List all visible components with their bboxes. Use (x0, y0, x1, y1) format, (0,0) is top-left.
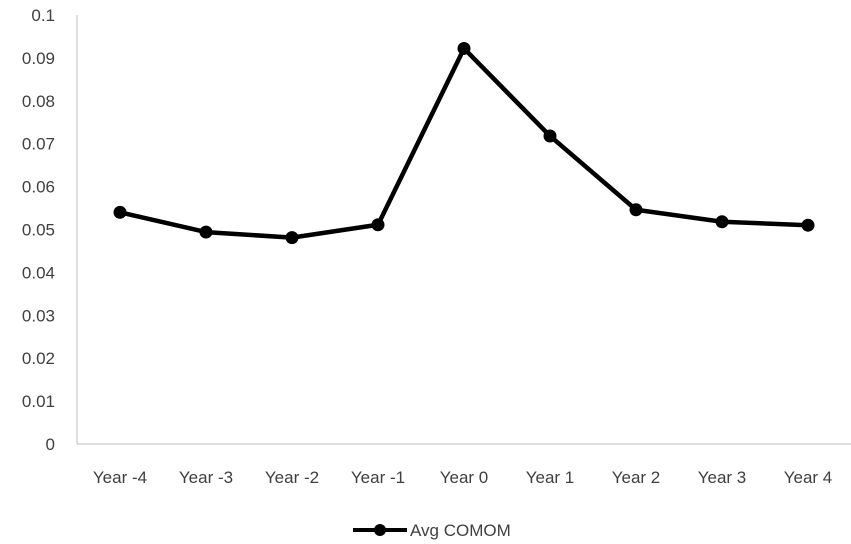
data-point (715, 215, 729, 229)
x-tick-label: Year -2 (265, 468, 319, 487)
data-point (371, 218, 385, 232)
data-point (199, 225, 213, 239)
x-tick-label: Year -1 (351, 468, 405, 487)
x-tick-label: Year 2 (612, 468, 661, 487)
y-tick-label: 0.09 (22, 49, 55, 68)
y-tick-label: 0.08 (22, 92, 55, 111)
y-axis-ticks: 0 0.01 0.02 0.03 0.04 0.05 0.06 0.07 0.08 0.09 0.1 (22, 6, 55, 454)
data-point (801, 218, 815, 232)
data-point (113, 205, 127, 219)
x-tick-label: Year 1 (526, 468, 575, 487)
data-point (543, 129, 557, 143)
y-tick-label: 0.05 (22, 221, 55, 240)
data-point (457, 41, 471, 55)
data-point (285, 231, 299, 245)
legend: Avg COMOM (353, 521, 511, 540)
x-tick-label: Year 4 (784, 468, 833, 487)
x-tick-label: Year 0 (440, 468, 489, 487)
x-tick-label: Year 3 (698, 468, 747, 487)
y-tick-label: 0.03 (22, 306, 55, 325)
y-tick-label: 0.04 (22, 263, 55, 282)
x-tick-label: Year -3 (179, 468, 233, 487)
legend-marker (374, 524, 386, 536)
data-point (629, 203, 643, 217)
y-tick-label: 0.07 (22, 135, 55, 154)
y-tick-label: 0.02 (22, 349, 55, 368)
legend-label: Avg COMOM (410, 521, 511, 540)
series-layer (113, 41, 815, 245)
y-tick-label: 0.01 (22, 392, 55, 411)
y-tick-label: 0 (46, 435, 55, 454)
series-line (119, 46, 809, 240)
y-tick-label: 0.1 (31, 6, 55, 25)
x-axis-ticks: Year -4 Year -3 Year -2 Year -1 Year 0 Year 1… (93, 468, 832, 487)
x-tick-label: Year -4 (93, 468, 147, 487)
y-tick-label: 0.06 (22, 178, 55, 197)
